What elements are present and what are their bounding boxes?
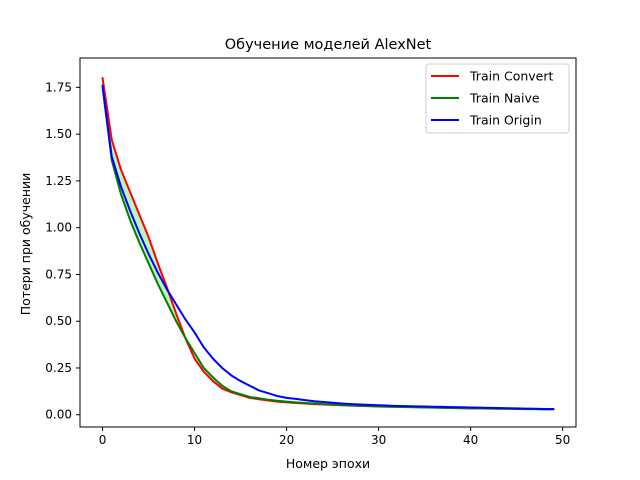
x-tick-label: 0	[99, 433, 107, 447]
x-axis-title: Номер эпохи	[286, 456, 370, 471]
legend-box	[425, 63, 570, 134]
x-tick-label: 40	[463, 433, 478, 447]
chart-title: Обучение моделей AlexNet	[225, 37, 432, 53]
legend-label: Train Origin	[469, 113, 542, 128]
legend-label: Train Convert	[469, 69, 553, 84]
y-tick-label: 1.25	[45, 174, 72, 188]
y-tick-label: 1.50	[45, 127, 72, 141]
y-tick-label: 1.75	[45, 80, 72, 94]
y-tick-label: 0.00	[45, 408, 72, 422]
legend: Train Convert Train Naive Train Origin	[425, 63, 570, 134]
legend-label: Train Naive	[469, 91, 540, 106]
axes: 0 10 20 30 40 50 0.00 0.25 0.50 0.75 1.00 1.25 1.50 1…	[45, 57, 577, 447]
y-tick-label: 1.00	[45, 221, 72, 235]
axes-frame	[79, 57, 577, 428]
y-tick-label: 0.75	[45, 267, 72, 281]
plot-area	[101, 77, 555, 411]
x-tick-label: 50	[555, 433, 570, 447]
x-tick-label: 10	[187, 433, 202, 447]
y-tick-label: 0.25	[45, 361, 72, 375]
x-tick-label: 20	[279, 433, 294, 447]
series-line-3	[101, 84, 555, 410]
x-tick-label: 30	[371, 433, 386, 447]
y-tick-label: 0.50	[45, 314, 72, 328]
y-axis-title: Потери при обучении	[18, 173, 33, 316]
